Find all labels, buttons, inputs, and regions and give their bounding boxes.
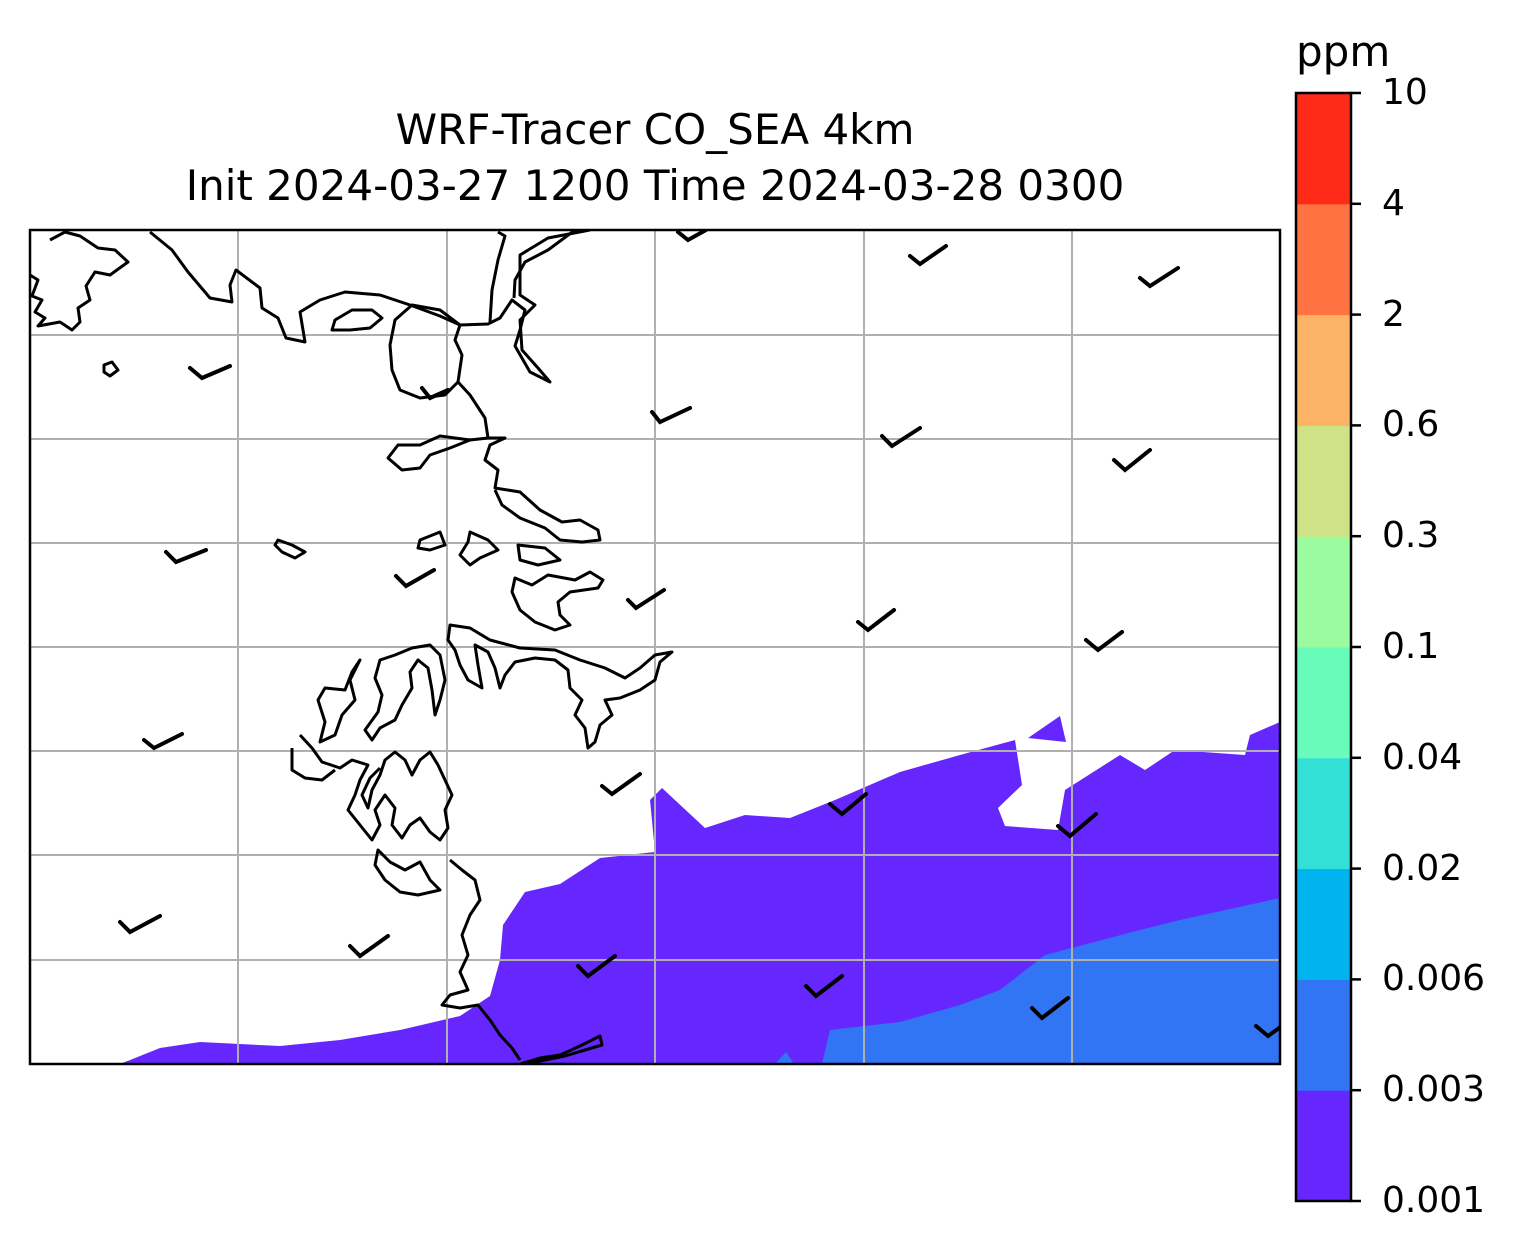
colorbar-unit-label: ppm [1296,27,1391,76]
coastline-southeast [519,1034,604,1064]
map-frame [28,228,1282,1066]
wind-barb [600,772,642,797]
colorbar-ticks [1351,91,1361,1203]
colorbar [1296,93,1351,1202]
wind-barb [676,230,708,243]
coastline-inlet [488,230,507,323]
tracer-fill-low [120,722,1280,1064]
coastline-islands-mid [458,530,605,632]
map-title-line2: Init 2024-03-27 1200 Time 2024-03-28 030… [185,161,1125,210]
wind-barb [1084,630,1124,653]
wind-barb [1030,996,1070,1021]
wind-barb [650,406,692,425]
wind-barb [804,974,844,999]
colorbar-tick-label: 0.006 [1382,958,1486,1000]
wind-barbs [118,230,1280,1039]
wind-barb [118,914,162,935]
tracer-fill-mid-cell [966,1020,984,1036]
coastline-inlet-2 [512,230,576,299]
colorbar-tick-label: 0.3 [1382,515,1440,557]
gridlines [30,230,1280,1064]
coastline-island-1 [330,308,384,332]
wind-barb [394,568,436,589]
tracer-fill-low-cell [1028,716,1066,742]
coastline-north-2 [149,230,591,384]
coastline-mainland [386,303,602,544]
colorbar-tick-label: 0.003 [1382,1069,1486,1111]
wind-barb [1254,1024,1280,1039]
colorbar-band [1296,868,1351,980]
colorbar-tick-label: 0.04 [1382,736,1463,778]
wind-barb [1138,266,1180,289]
wind-barb [880,426,922,449]
colorbar-tick-label: 10 [1382,72,1428,113]
colorbar-band [1296,425,1351,537]
wind-barb [626,588,666,611]
coastline-south [290,748,522,1061]
wind-barb [828,792,868,817]
wind-barb [1112,448,1152,473]
colorbar-band [1296,93,1351,205]
tracer-fill-mid [775,898,1280,1064]
wind-barb [188,364,232,381]
coastline-archipelago [298,643,454,842]
colorbar-tick-label: 0.1 [1382,626,1440,667]
wind-barb [348,934,390,959]
coastline-island-2 [102,360,120,378]
colorbar-band [1296,203,1351,316]
coastline-island-4 [416,530,447,552]
colorbar-tick-label: 0.001 [1382,1180,1486,1221]
colorbar-band [1296,757,1351,870]
wind-barb [420,386,450,401]
colorbar-tick-label: 2 [1382,293,1405,335]
wind-barb [576,954,617,979]
coastline-island-3 [273,538,307,560]
wind-barb [908,244,948,267]
map-area [30,230,1280,1064]
colorbar-tick-label: 4 [1382,182,1405,224]
colorbar-band [1296,314,1351,426]
colorbar-tick-label: 0.6 [1382,404,1440,446]
coastline-north [30,230,130,332]
wind-barb [164,548,208,565]
colorbar-band [1296,536,1351,648]
colorbar-band [1296,647,1351,759]
map-title-line1: WRF-Tracer CO_SEA 4km [395,105,915,154]
colorbar-band [1296,979,1351,1091]
colorbar-band [1296,1090,1351,1202]
coastline-fjords [446,623,674,750]
wind-barb [856,608,896,633]
wind-barb [142,732,184,751]
coastlines [30,230,674,1064]
colorbar-tick-label: 0.02 [1382,847,1463,889]
wind-barb [1056,812,1098,839]
